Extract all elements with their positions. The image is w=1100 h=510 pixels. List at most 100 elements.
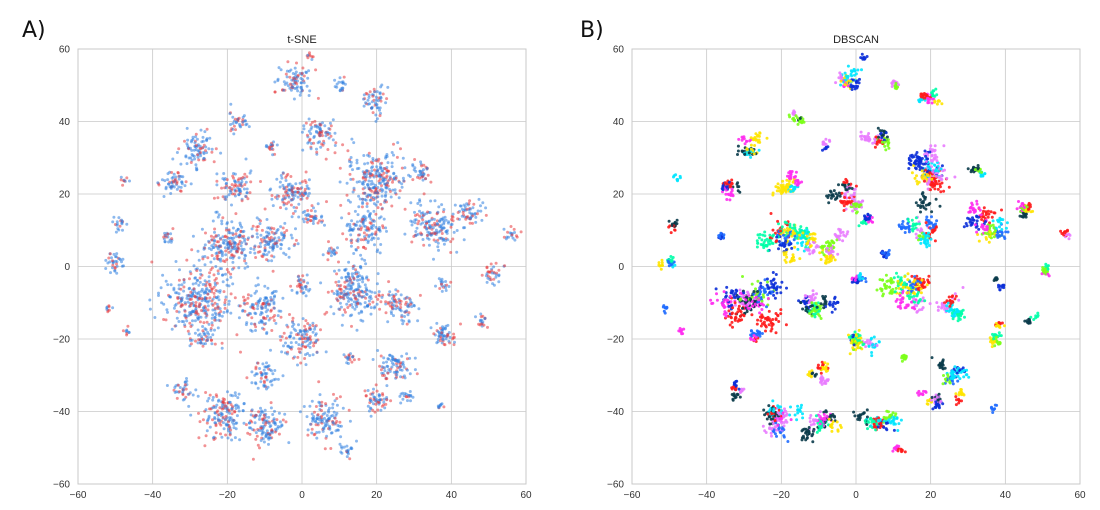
dbscan-point (921, 177, 925, 181)
tsne-point (262, 316, 266, 320)
tsne-point (422, 243, 426, 247)
tsne-point (239, 244, 243, 248)
tsne-point (285, 193, 289, 197)
tsne-point (363, 283, 367, 287)
tsne-point (242, 299, 246, 303)
tsne-point (232, 124, 236, 128)
tsne-point (259, 371, 263, 374)
tsne-point (302, 194, 305, 197)
tsne-point (169, 192, 173, 195)
tsne-point (307, 94, 311, 97)
dbscan-point (800, 244, 804, 247)
tsne-point (352, 277, 356, 280)
tsne-point (444, 230, 448, 234)
tsne-point (254, 367, 258, 371)
tsne-point (114, 230, 118, 234)
tsne-point (115, 260, 119, 264)
tsne-point (225, 222, 229, 226)
tsne-point (242, 295, 245, 299)
tsne-point (376, 195, 380, 199)
tsne-point (478, 318, 482, 322)
tsne-point (163, 240, 167, 244)
tsne-point (204, 284, 208, 288)
tsne-point (361, 319, 365, 323)
tsne-point (240, 251, 244, 255)
tsne-point (392, 363, 396, 367)
tsne-point (333, 78, 337, 82)
dbscan-point (756, 233, 760, 237)
tsne-point (390, 165, 394, 169)
tsne-point (212, 273, 216, 277)
tsne-point (104, 258, 108, 262)
tsne-point (311, 55, 315, 59)
tsne-point (368, 102, 372, 106)
tsne-point (307, 129, 311, 133)
tsne-point (216, 269, 220, 273)
tsne-point (192, 154, 196, 158)
dbscan-point (940, 164, 944, 168)
tsne-point (244, 157, 248, 161)
tsne-point (380, 365, 384, 369)
tsne-point (450, 222, 454, 226)
tsne-point (416, 175, 419, 179)
panel-label-b: B) (580, 18, 604, 43)
tsne-point (341, 313, 345, 317)
tsne-point (189, 182, 193, 186)
tsne-point (208, 425, 212, 429)
tsne-point (199, 315, 203, 319)
tsne-point (377, 398, 381, 402)
tsne-point (312, 141, 316, 145)
tsne-point (224, 295, 228, 299)
tsne-point (191, 309, 195, 313)
tsne-point (382, 400, 386, 404)
tsne-point (471, 221, 474, 225)
tsne-point (214, 421, 218, 425)
tsne-point (231, 231, 235, 235)
tsne-point (440, 282, 443, 286)
tsne-point (383, 178, 387, 182)
dbscan-point (931, 97, 934, 101)
dbscan-point (866, 134, 870, 138)
tsne-point (223, 195, 227, 199)
dbscan-point (841, 239, 845, 243)
tsne-point (363, 198, 367, 201)
tsne-point (399, 302, 403, 306)
tsne-x-tick-label: −20 (219, 490, 236, 501)
tsne-point (426, 210, 430, 214)
tsne-point (376, 349, 380, 352)
tsne-point (240, 180, 244, 184)
tsne-point (366, 278, 370, 282)
tsne-point (203, 327, 207, 331)
dbscan-point (855, 79, 859, 83)
tsne-point (395, 155, 399, 159)
tsne-point (256, 283, 260, 287)
tsne-point (338, 301, 342, 305)
tsne-point (377, 226, 381, 229)
tsne-point (166, 232, 170, 236)
tsne-point (306, 56, 310, 60)
tsne-point (433, 232, 437, 236)
tsne-point (304, 217, 308, 221)
tsne-point (229, 123, 232, 126)
tsne-point (432, 238, 436, 242)
dbscan-point (796, 179, 800, 183)
tsne-point (331, 138, 335, 142)
tsne-point (278, 238, 281, 242)
tsne-point (221, 280, 225, 284)
tsne-point (405, 295, 409, 299)
dbscan-y-tick-label: −60 (607, 480, 624, 491)
tsne-point (413, 158, 417, 161)
dbscan-point (884, 131, 888, 135)
tsne-point (468, 211, 472, 215)
tsne-point (344, 275, 348, 279)
tsne-point (306, 322, 310, 325)
tsne-point (382, 171, 386, 175)
tsne-point (201, 329, 205, 333)
tsne-point (225, 268, 229, 271)
dbscan-point (745, 148, 749, 152)
dbscan-point (836, 194, 840, 197)
tsne-point (162, 302, 166, 306)
tsne-point (269, 401, 273, 405)
tsne-point (277, 309, 281, 313)
tsne-point (399, 147, 402, 151)
